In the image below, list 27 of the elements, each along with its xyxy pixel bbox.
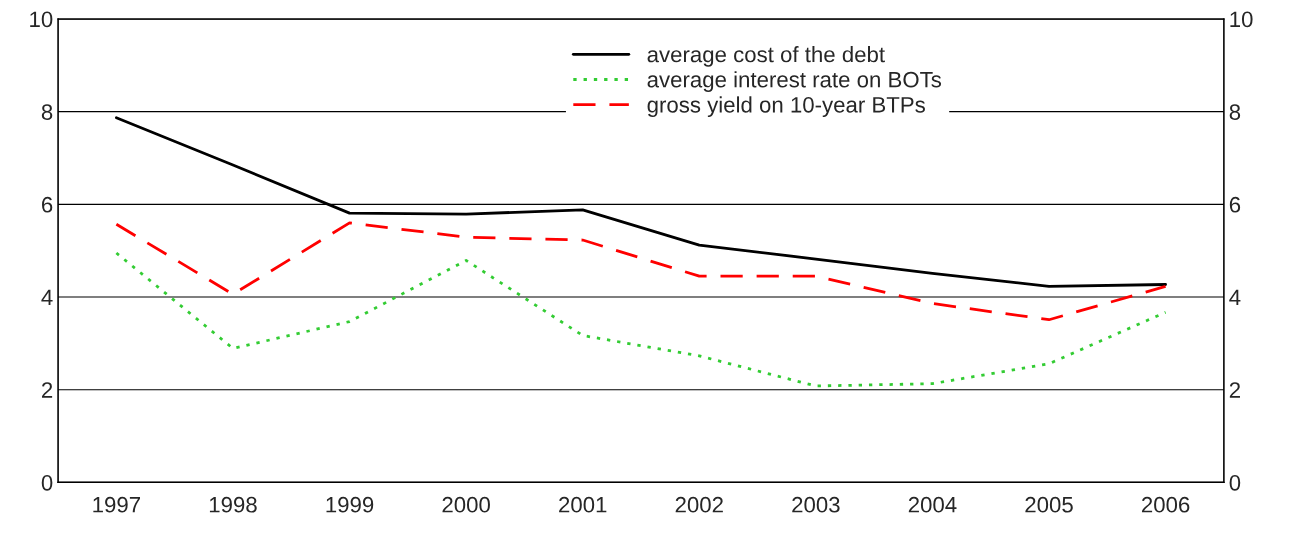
- x-tick-label: 2002: [675, 496, 723, 513]
- x-tick-label: 2001: [559, 496, 607, 513]
- x-tick-label: 1997: [93, 496, 140, 513]
- x-tick-label: 1998: [209, 496, 257, 513]
- x-tick-label: 2006: [1141, 496, 1190, 513]
- line-series: [114, 221, 1167, 322]
- x-tick-label: 2005: [1025, 496, 1073, 513]
- y2-tick-label: 8: [1229, 104, 1241, 120]
- y-tick-label: 4: [41, 289, 53, 306]
- x-tick-label: 2000: [442, 496, 490, 513]
- y-tick-label: 0: [41, 474, 53, 491]
- y2-tick-label: 4: [1229, 289, 1241, 306]
- x-tick-label: 1999: [326, 496, 374, 513]
- x-tick-label: 2003: [792, 496, 840, 513]
- y-tick-label: 8: [41, 104, 53, 120]
- y-tick-label: 10: [30, 11, 53, 28]
- legend-label: gross yield on 10-year BTPs: [647, 96, 925, 118]
- y-tick-label: 2: [41, 382, 53, 398]
- legend-label: average cost of the debt: [647, 46, 885, 67]
- line-series: [114, 251, 1167, 388]
- y2-tick-label: 10: [1230, 11, 1253, 28]
- y2-tick-label: 0: [1229, 474, 1241, 491]
- y2-tick-label: 2: [1229, 382, 1240, 398]
- legend-label: average interest rate on BOTs: [647, 71, 942, 92]
- y-tick-label: 6: [42, 196, 53, 213]
- y2-tick-label: 6: [1229, 196, 1241, 213]
- x-tick-label: 2004: [908, 496, 957, 513]
